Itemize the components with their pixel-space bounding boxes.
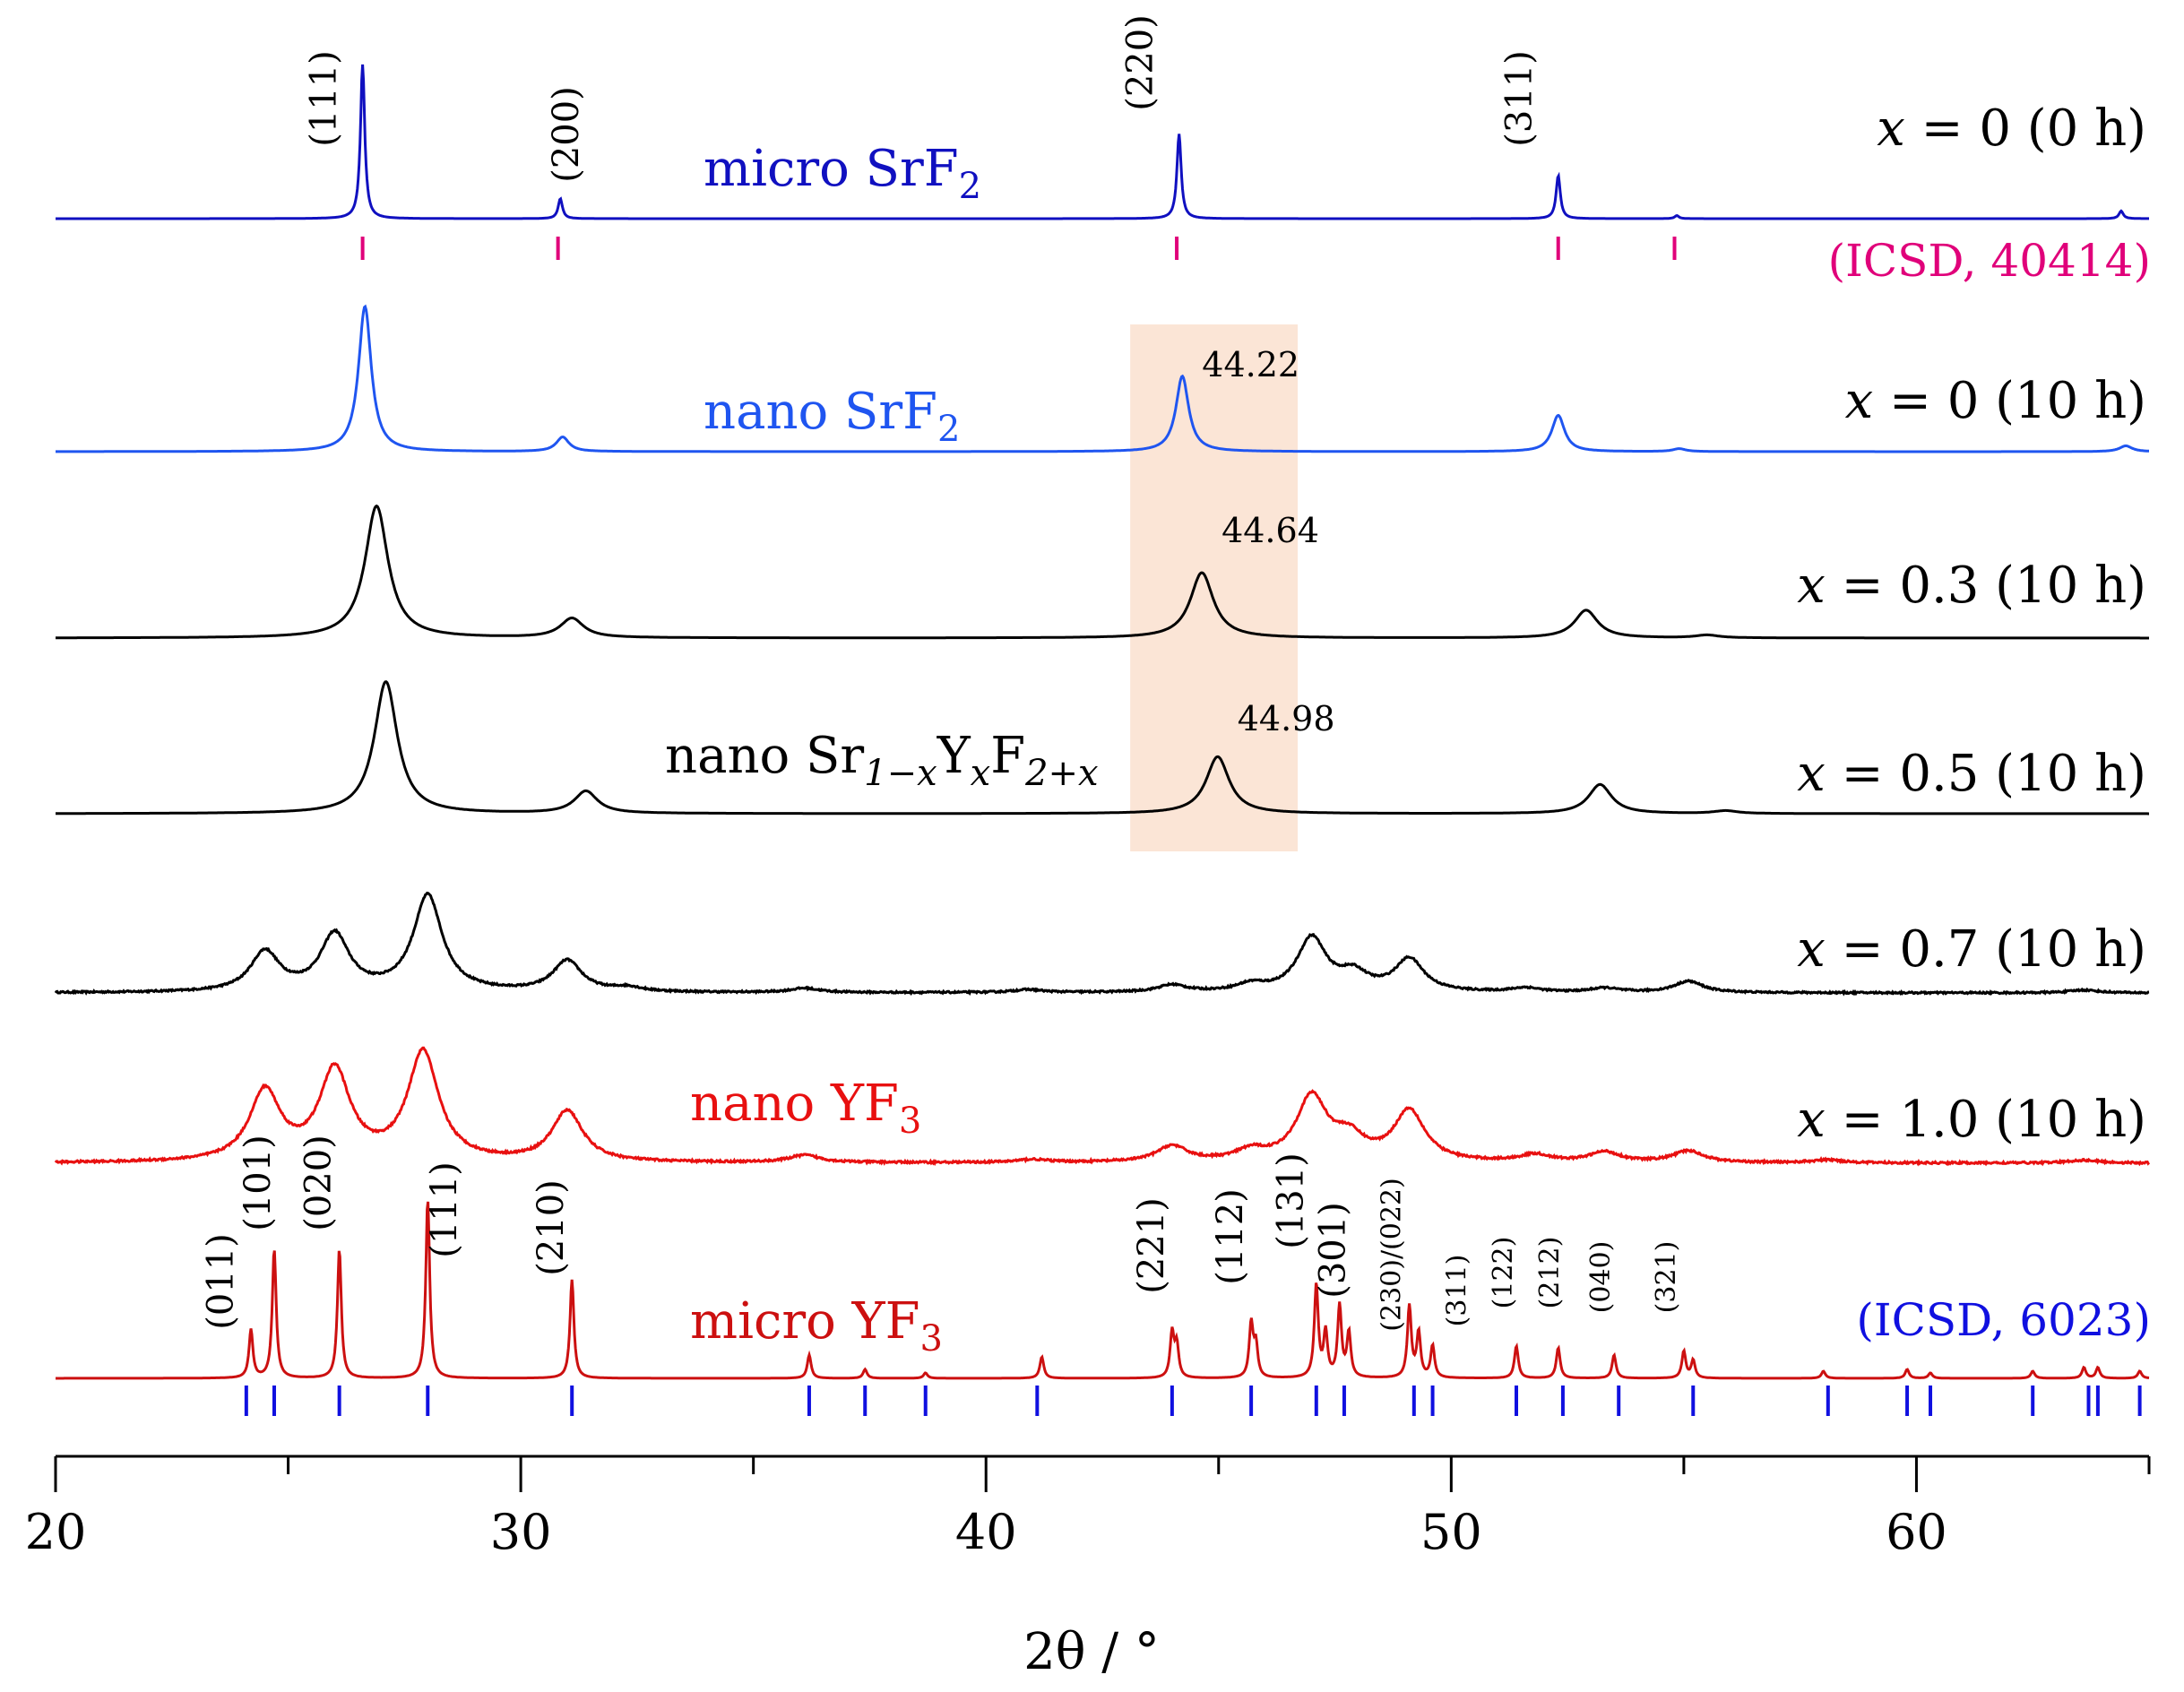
hkl-label: (020) — [298, 1135, 340, 1231]
x-tick-label: 60 — [1886, 1504, 1947, 1560]
series-name-5: nano YF3 — [690, 1075, 921, 1142]
hkl-label: (111) — [304, 50, 345, 147]
hkl-label: (311) — [1441, 1255, 1472, 1327]
peak-position-label-1: 44.22 — [1202, 345, 1299, 384]
x-tick-label: 20 — [25, 1504, 87, 1560]
condition-label-5: x = 1.0 (10 h) — [1797, 1091, 2146, 1149]
peak-position-label-2: 44.64 — [1221, 511, 1319, 550]
series-name-0: micro SrF2 — [704, 140, 981, 207]
composite-series-label: nano Sr1−xYxF2+x — [665, 727, 1099, 794]
hkl-label: (101) — [237, 1135, 279, 1231]
series-line-0 — [56, 64, 2149, 220]
series-name-6: micro YF3 — [690, 1292, 943, 1360]
x-tick-label: 30 — [490, 1504, 552, 1560]
series-name-1: nano SrF2 — [704, 383, 960, 450]
x-tick-label: 40 — [955, 1504, 1017, 1560]
x-tick-label: 50 — [1420, 1504, 1482, 1560]
condition-label-1: x = 0 (10 h) — [1845, 372, 2146, 430]
x-axis-label: 2θ / ° — [1023, 1623, 1160, 1681]
hkl-label: (321) — [1651, 1241, 1682, 1314]
hkl-label: (131) — [1271, 1152, 1312, 1249]
reference-label-0: (ICSD, 40414) — [1828, 235, 2151, 287]
condition-label-3: x = 0.5 (10 h) — [1797, 745, 2146, 803]
hkl-label: (122) — [1488, 1237, 1519, 1309]
condition-label-4: x = 0.7 (10 h) — [1797, 920, 2146, 979]
series-line-2 — [56, 504, 2149, 640]
hkl-label: (111) — [424, 1161, 465, 1258]
hkl-label: (301) — [1312, 1202, 1353, 1299]
series-line-4 — [54, 891, 2150, 997]
peak-position-label-3: 44.98 — [1238, 699, 1335, 738]
series-line-6 — [56, 1201, 2150, 1380]
reference-label-1: (ICSD, 6023) — [1856, 1294, 2151, 1346]
condition-label-2: x = 0.3 (10 h) — [1797, 557, 2146, 615]
hkl-label: (210) — [531, 1179, 572, 1276]
highlight-region — [1130, 324, 1299, 851]
hkl-label: (040) — [1585, 1241, 1617, 1314]
hkl-label: (200) — [546, 86, 587, 183]
series-line-1 — [56, 304, 2149, 453]
hkl-label: (212) — [1534, 1237, 1566, 1309]
hkl-label: (220) — [1120, 14, 1161, 111]
hkl-label: (311) — [1499, 50, 1541, 147]
hkl-label: (230)/(022) — [1377, 1178, 1408, 1331]
hkl-label: (011) — [201, 1233, 242, 1330]
hkl-label: (221) — [1131, 1197, 1172, 1294]
series-line-5 — [54, 1046, 2151, 1167]
hkl-label: (112) — [1210, 1188, 1251, 1285]
condition-label-0: x = 0 (0 h) — [1877, 99, 2146, 158]
series-line-3 — [56, 680, 2149, 816]
